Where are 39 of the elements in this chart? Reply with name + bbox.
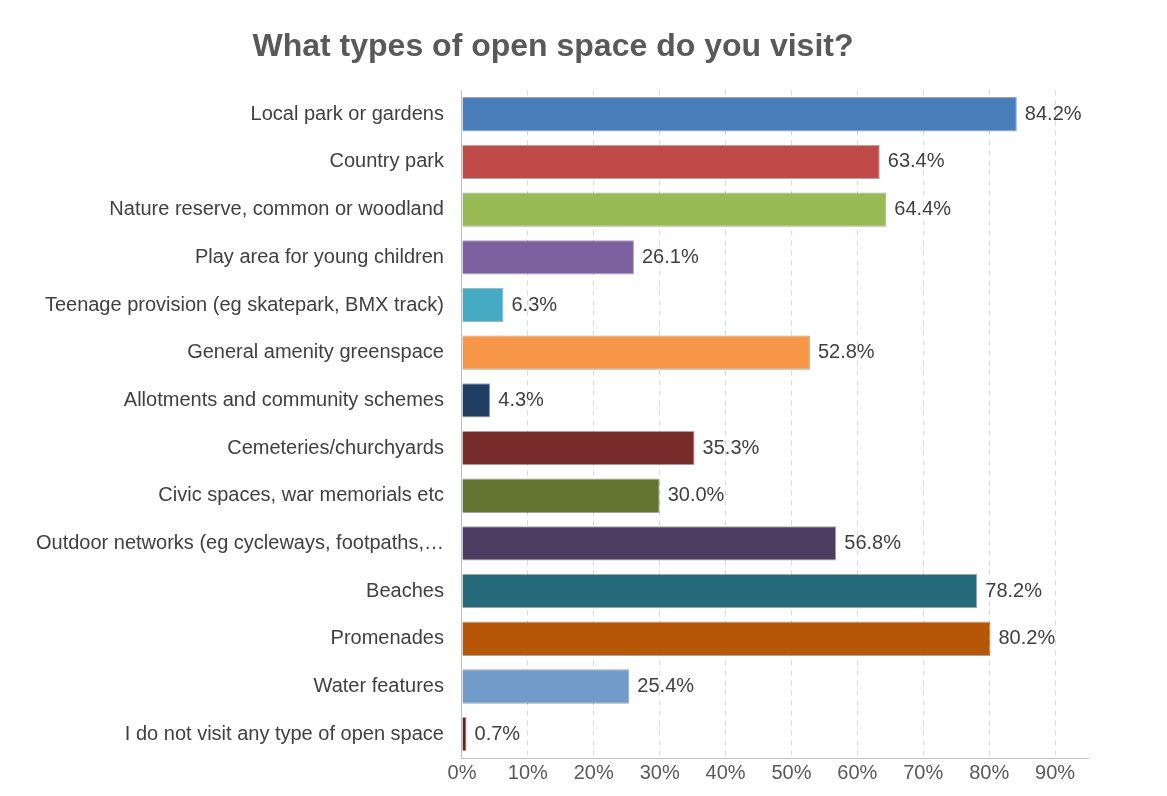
y-tick-label: Promenades bbox=[330, 626, 444, 649]
y-tick-label: Teenage provision (eg skatepark, BMX track) bbox=[44, 292, 444, 315]
y-tick-label: Cemeteries/churchyards bbox=[227, 435, 444, 458]
data-label: 25.4% bbox=[637, 673, 695, 696]
data-label: 78.2% bbox=[985, 578, 1043, 601]
x-tick-label: 40% bbox=[705, 760, 746, 783]
y-tick-label: Play area for young children bbox=[194, 244, 444, 267]
x-tick-label: 60% bbox=[837, 760, 878, 783]
data-label: 63.4% bbox=[887, 149, 945, 172]
y-tick-label: Outdoor networks (eg cycleways, footpaths,… bbox=[35, 530, 444, 553]
data-label: 4.3% bbox=[498, 387, 545, 410]
y-tick-label: Country park bbox=[329, 149, 445, 172]
data-label: 52.8% bbox=[817, 340, 875, 363]
data-label: 35.3% bbox=[702, 435, 760, 458]
y-tick-label: Civic spaces, war memorials etc bbox=[158, 483, 444, 506]
x-tick-label: 10% bbox=[507, 760, 549, 783]
data-label: 26.1% bbox=[641, 244, 699, 267]
x-tick-label: 30% bbox=[639, 760, 680, 783]
x-tick-label: 0% bbox=[447, 760, 477, 783]
data-label: 6.3% bbox=[511, 292, 558, 315]
y-tick-label: Beaches bbox=[366, 578, 444, 601]
y-tick-label: I do not visit any type of open space bbox=[124, 721, 444, 744]
data-label: 64.4% bbox=[894, 197, 952, 220]
y-tick-label: Allotments and community schemes bbox=[123, 387, 444, 410]
data-label: 0.7% bbox=[474, 721, 521, 744]
y-tick-label: Nature reserve, common or woodland bbox=[109, 197, 444, 220]
data-label: 80.2% bbox=[998, 626, 1056, 649]
x-tick-label: 20% bbox=[573, 760, 614, 783]
data-label: 56.8% bbox=[844, 530, 902, 553]
chart-title: What types of open space do you visit? bbox=[252, 27, 854, 64]
data-label: 30.0% bbox=[667, 483, 725, 506]
x-tick-label: 80% bbox=[969, 760, 1010, 783]
y-tick-label: Water features bbox=[313, 673, 444, 696]
y-tick-label: Local park or gardens bbox=[250, 101, 444, 124]
y-tick-label: General amenity greenspace bbox=[187, 340, 444, 363]
x-tick-label: 90% bbox=[1035, 760, 1076, 783]
data-label: 84.2% bbox=[1024, 101, 1082, 124]
x-tick-label: 50% bbox=[771, 760, 812, 783]
x-tick-label: 70% bbox=[903, 760, 944, 783]
